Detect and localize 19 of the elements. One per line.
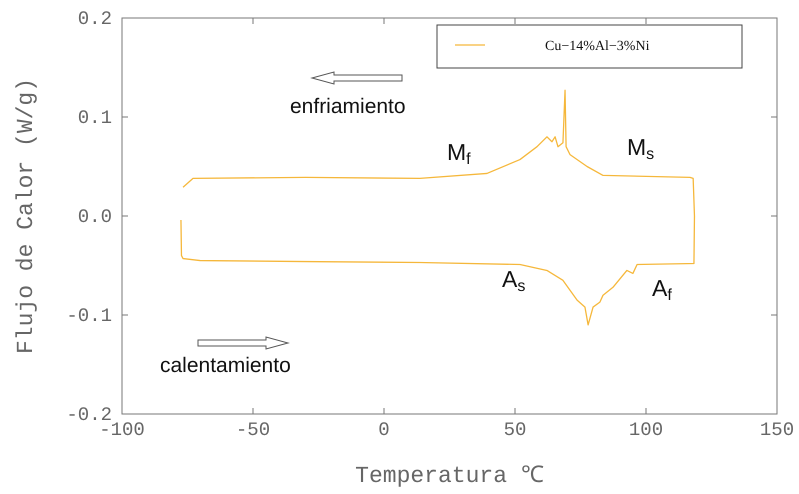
x-tick-label: 50 xyxy=(504,419,526,441)
y-axis-title: Flujo de Calor (W/g) xyxy=(13,78,39,354)
annotation: A$_{f}$ xyxy=(652,275,672,304)
x-tick-label: 150 xyxy=(760,419,794,441)
y-tick-label: -0.1 xyxy=(66,305,112,327)
annotation: M$_{s}$ xyxy=(627,134,654,163)
y-tick-label: 0.0 xyxy=(78,206,112,228)
x-tick-label: -50 xyxy=(236,419,270,441)
y-tick-label: 0.1 xyxy=(78,107,112,129)
x-tick-label: 0 xyxy=(378,419,390,441)
annotation: M$_{f}$ xyxy=(447,139,472,168)
legend: Cu−14%Al−3%Ni xyxy=(436,24,742,68)
x-axis-title: Temperatura ℃ xyxy=(355,463,544,489)
annotation: calentamiento xyxy=(160,354,291,377)
annotation: enfriamiento xyxy=(290,95,406,118)
x-tick-label: 100 xyxy=(628,419,664,441)
y-tick-label: 0.2 xyxy=(78,8,112,30)
line-series xyxy=(180,90,696,326)
annotation: A$_{s}$ xyxy=(502,266,526,295)
